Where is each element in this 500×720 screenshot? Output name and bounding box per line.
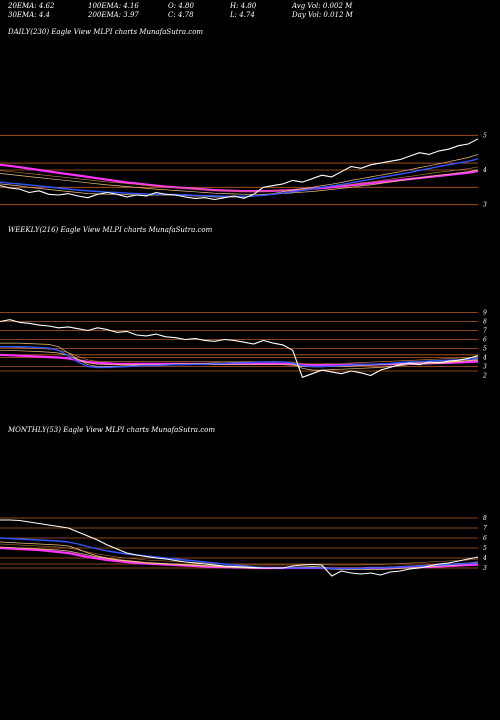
daily-ema-band-line [0,166,479,192]
weekly-ytick-label: 5 [483,346,487,353]
daily-ytick-label: 5 [483,132,487,139]
weekly-ytick-label: 4 [482,355,487,362]
indicator-100ema: 100EMA: 4.16 [88,2,139,10]
weekly-ytick-label: 3 [483,364,487,371]
weekly-ema-blue-line [0,346,479,369]
indicator-o: O: 4.80 [168,2,194,10]
weekly-ytick-label: 6 [483,337,487,344]
monthly-ema-blue-line [0,537,479,570]
daily-ytick-label: 4 [482,167,487,174]
monthly-ytick-label: 5 [483,545,487,552]
indicator-30ema: 30EMA: 4.4 [8,11,50,19]
indicator-200ema: 200EMA: 3.97 [88,11,139,19]
monthly-ytick-label: 7 [483,525,487,532]
daily-price-line [0,138,479,201]
indicator-avgvol: Avg Vol: 0.002 M [292,2,353,10]
weekly-ytick-label: 8 [483,319,487,326]
weekly-ytick-label: 7 [483,328,487,335]
weekly-ytick-label: 2 [482,373,487,380]
daily-ema-long-line [0,169,479,195]
indicator-h: H: 4.80 [230,2,257,10]
weekly-ytick-label: 9 [483,310,487,317]
weekly-price-line [0,319,479,378]
indicator-l: L: 4.74 [230,11,255,19]
monthly-ema-band-line [0,543,479,566]
monthly-price-line [0,519,479,577]
weekly-ema-band-line [0,346,479,365]
monthly-ytick-label: 6 [483,535,487,542]
monthly-ytick-label: 3 [483,565,487,572]
daily-panel-title: DAILY(230) Eagle View MLPI charts Munafa… [8,28,204,36]
daily-ytick-label: 3 [483,202,487,209]
indicator-20ema: 20EMA: 4.62 [8,2,55,10]
monthly-panel-title: MONTHLY(53) Eagle View MLPI charts Munaf… [8,426,215,434]
monthly-ytick-label: 4 [482,555,487,562]
indicator-dayvol: Day Vol: 0.012 M [292,11,353,19]
daily-ema-blue-line [0,158,479,198]
weekly-panel-title: WEEKLY(216) Eagle View MLPI charts Munaf… [8,226,213,234]
monthly-ytick-label: 8 [483,515,487,522]
indicator-c: C: 4.78 [168,11,194,19]
